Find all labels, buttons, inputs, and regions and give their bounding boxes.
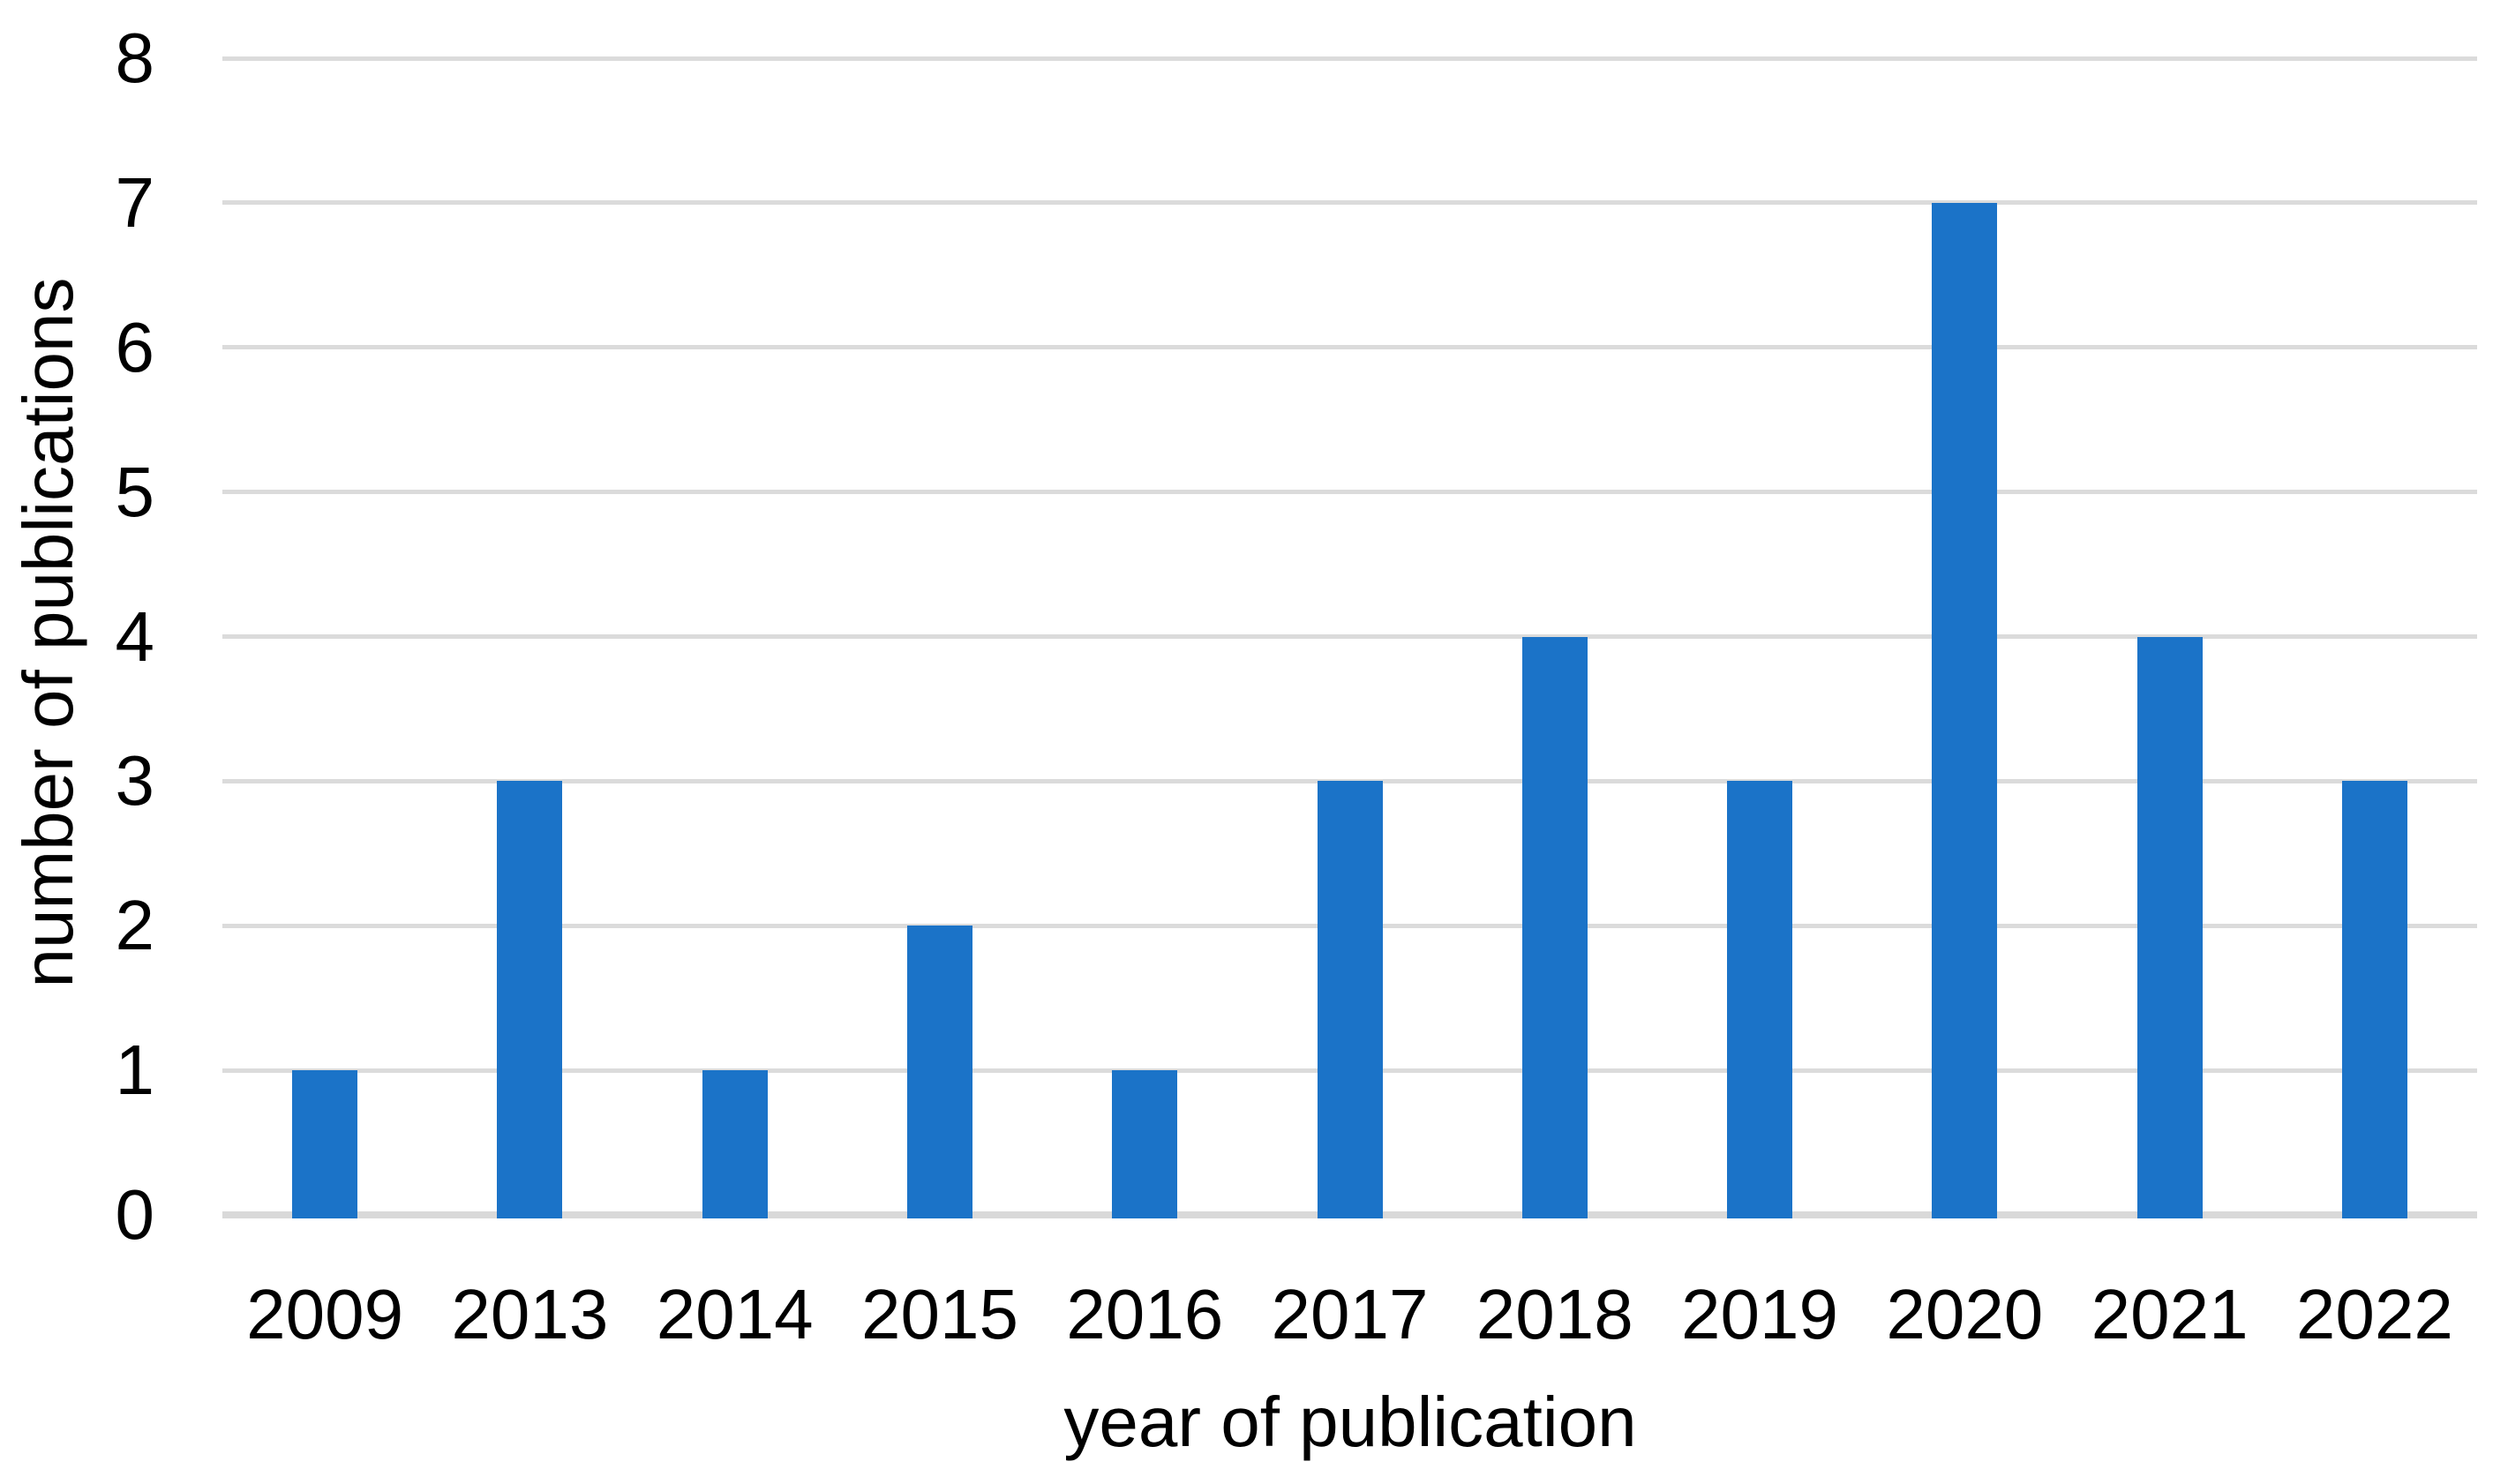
x-tick-label-2019: 2019 <box>1681 1275 1839 1353</box>
x-tick-label-2017: 2017 <box>1271 1275 1429 1353</box>
gridline-y4 <box>222 634 2477 639</box>
x-tick-label-2022: 2022 <box>2295 1275 2453 1353</box>
x-tick-label-2014: 2014 <box>656 1275 814 1353</box>
y-tick-label-8: 8 <box>115 19 155 97</box>
x-tick-label-2015: 2015 <box>860 1275 1018 1353</box>
bar-2013 <box>497 781 563 1218</box>
gridline-y6 <box>222 345 2477 350</box>
bar-2020 <box>1932 202 1998 1218</box>
x-tick-label-2009: 2009 <box>246 1275 404 1353</box>
y-tick-label-1: 1 <box>115 1031 155 1110</box>
bar-2009 <box>292 1070 358 1218</box>
y-tick-label-4: 4 <box>115 596 155 676</box>
y-tick-label-6: 6 <box>115 307 155 386</box>
x-axis-title: year of publication <box>1063 1383 1637 1461</box>
gridline-y7 <box>222 200 2477 206</box>
bar-2021 <box>2136 636 2203 1218</box>
bar-2016 <box>1112 1070 1178 1218</box>
bar-2018 <box>1521 636 1588 1218</box>
bar-2019 <box>1727 781 1793 1218</box>
y-tick-label-3: 3 <box>115 741 155 821</box>
y-tick-label-0: 0 <box>115 1175 155 1254</box>
bar-2017 <box>1317 781 1383 1218</box>
y-tick-label-2: 2 <box>115 886 155 965</box>
x-tick-label-2013: 2013 <box>451 1275 609 1353</box>
x-tick-label-2018: 2018 <box>1476 1275 1633 1353</box>
gridline-y5 <box>222 490 2477 495</box>
y-tick-label-7: 7 <box>115 162 155 242</box>
x-tick-label-2020: 2020 <box>1886 1275 2044 1353</box>
gridline-y8 <box>222 56 2477 61</box>
bar-2022 <box>2341 781 2407 1218</box>
x-tick-label-2021: 2021 <box>2091 1275 2249 1353</box>
bar-2015 <box>906 926 972 1218</box>
x-tick-label-2016: 2016 <box>1066 1275 1224 1353</box>
bar-2014 <box>702 1070 768 1218</box>
y-tick-label-5: 5 <box>115 452 155 531</box>
y-axis-title: number of publications <box>9 277 87 988</box>
